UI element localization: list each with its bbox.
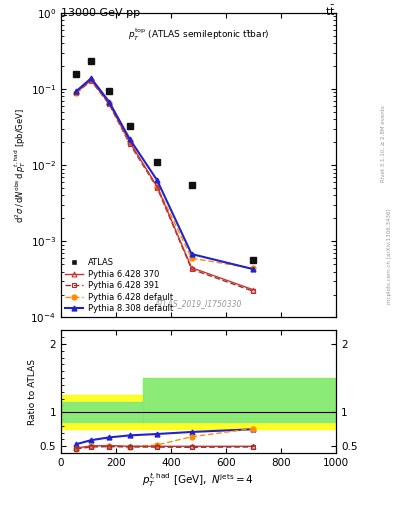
Pythia 6.428 default — [89, 77, 94, 83]
Pythia 6.428 370 — [251, 287, 256, 293]
Pythia 6.428 370 — [107, 100, 112, 106]
ATLAS — [251, 257, 256, 263]
Line: Pythia 8.308 default: Pythia 8.308 default — [73, 76, 256, 272]
Pythia 6.428 391 — [155, 185, 160, 191]
Pythia 6.428 default — [127, 139, 132, 145]
X-axis label: $p_T^{t,\mathsf{had}}\ [\mathsf{GeV}],\ N^\mathsf{jets} = 4$: $p_T^{t,\mathsf{had}}\ [\mathsf{GeV}],\ … — [142, 472, 255, 489]
Pythia 8.308 default — [127, 136, 132, 142]
Pythia 8.308 default — [107, 99, 112, 105]
Pythia 6.428 370 — [74, 90, 79, 96]
Line: Pythia 6.428 391: Pythia 6.428 391 — [73, 78, 256, 294]
Pythia 6.428 default — [155, 184, 160, 190]
Text: ATLAS_2019_I1750330: ATLAS_2019_I1750330 — [155, 300, 242, 308]
ATLAS — [107, 88, 112, 94]
Pythia 6.428 default — [107, 100, 112, 106]
Pythia 6.428 370 — [127, 139, 132, 145]
Line: Pythia 6.428 default: Pythia 6.428 default — [73, 78, 256, 271]
Pythia 6.428 370 — [155, 184, 160, 190]
Pythia 6.428 391 — [127, 141, 132, 147]
Y-axis label: Ratio to ATLAS: Ratio to ATLAS — [28, 359, 37, 424]
Pythia 6.428 391 — [251, 288, 256, 294]
Text: Rivet 3.1.10, ≥ 2.8M events: Rivet 3.1.10, ≥ 2.8M events — [381, 105, 386, 182]
Y-axis label: $\mathsf{d}^2\sigma\,/\,\mathsf{d}N^\mathsf{obs}\,\mathsf{d}\,p_T^{t,\mathsf{had: $\mathsf{d}^2\sigma\,/\,\mathsf{d}N^\mat… — [12, 108, 28, 223]
Pythia 6.428 391 — [89, 78, 94, 84]
ATLAS — [89, 58, 94, 64]
Line: ATLAS: ATLAS — [73, 57, 257, 263]
Pythia 6.428 391 — [189, 266, 194, 272]
Legend: ATLAS, Pythia 6.428 370, Pythia 6.428 391, Pythia 6.428 default, Pythia 8.308 de: ATLAS, Pythia 6.428 370, Pythia 6.428 39… — [65, 258, 173, 313]
Pythia 6.428 370 — [189, 265, 194, 271]
Pythia 6.428 391 — [74, 90, 79, 96]
Pythia 8.308 default — [155, 177, 160, 183]
Text: $p_T^\mathsf{top}$ (ATLAS semileptonic tt̄bar): $p_T^\mathsf{top}$ (ATLAS semileptonic t… — [128, 27, 269, 43]
Pythia 6.428 default — [251, 265, 256, 271]
Pythia 8.308 default — [189, 251, 194, 257]
Pythia 8.308 default — [251, 266, 256, 272]
ATLAS — [155, 159, 160, 165]
Pythia 8.308 default — [89, 75, 94, 81]
ATLAS — [189, 182, 194, 188]
Pythia 6.428 391 — [107, 101, 112, 108]
Pythia 6.428 default — [74, 90, 79, 96]
ATLAS — [127, 122, 132, 129]
Pythia 8.308 default — [74, 88, 79, 94]
Text: mcplots.cern.ch [arXiv:1306.3436]: mcplots.cern.ch [arXiv:1306.3436] — [387, 208, 391, 304]
Text: $\mathrm{t\bar{t}}$: $\mathrm{t\bar{t}}$ — [325, 4, 336, 18]
Pythia 6.428 370 — [89, 77, 94, 83]
ATLAS — [74, 71, 79, 77]
Line: Pythia 6.428 370: Pythia 6.428 370 — [73, 78, 256, 292]
Text: 13000 GeV pp: 13000 GeV pp — [61, 8, 140, 18]
Pythia 6.428 default — [189, 255, 194, 261]
